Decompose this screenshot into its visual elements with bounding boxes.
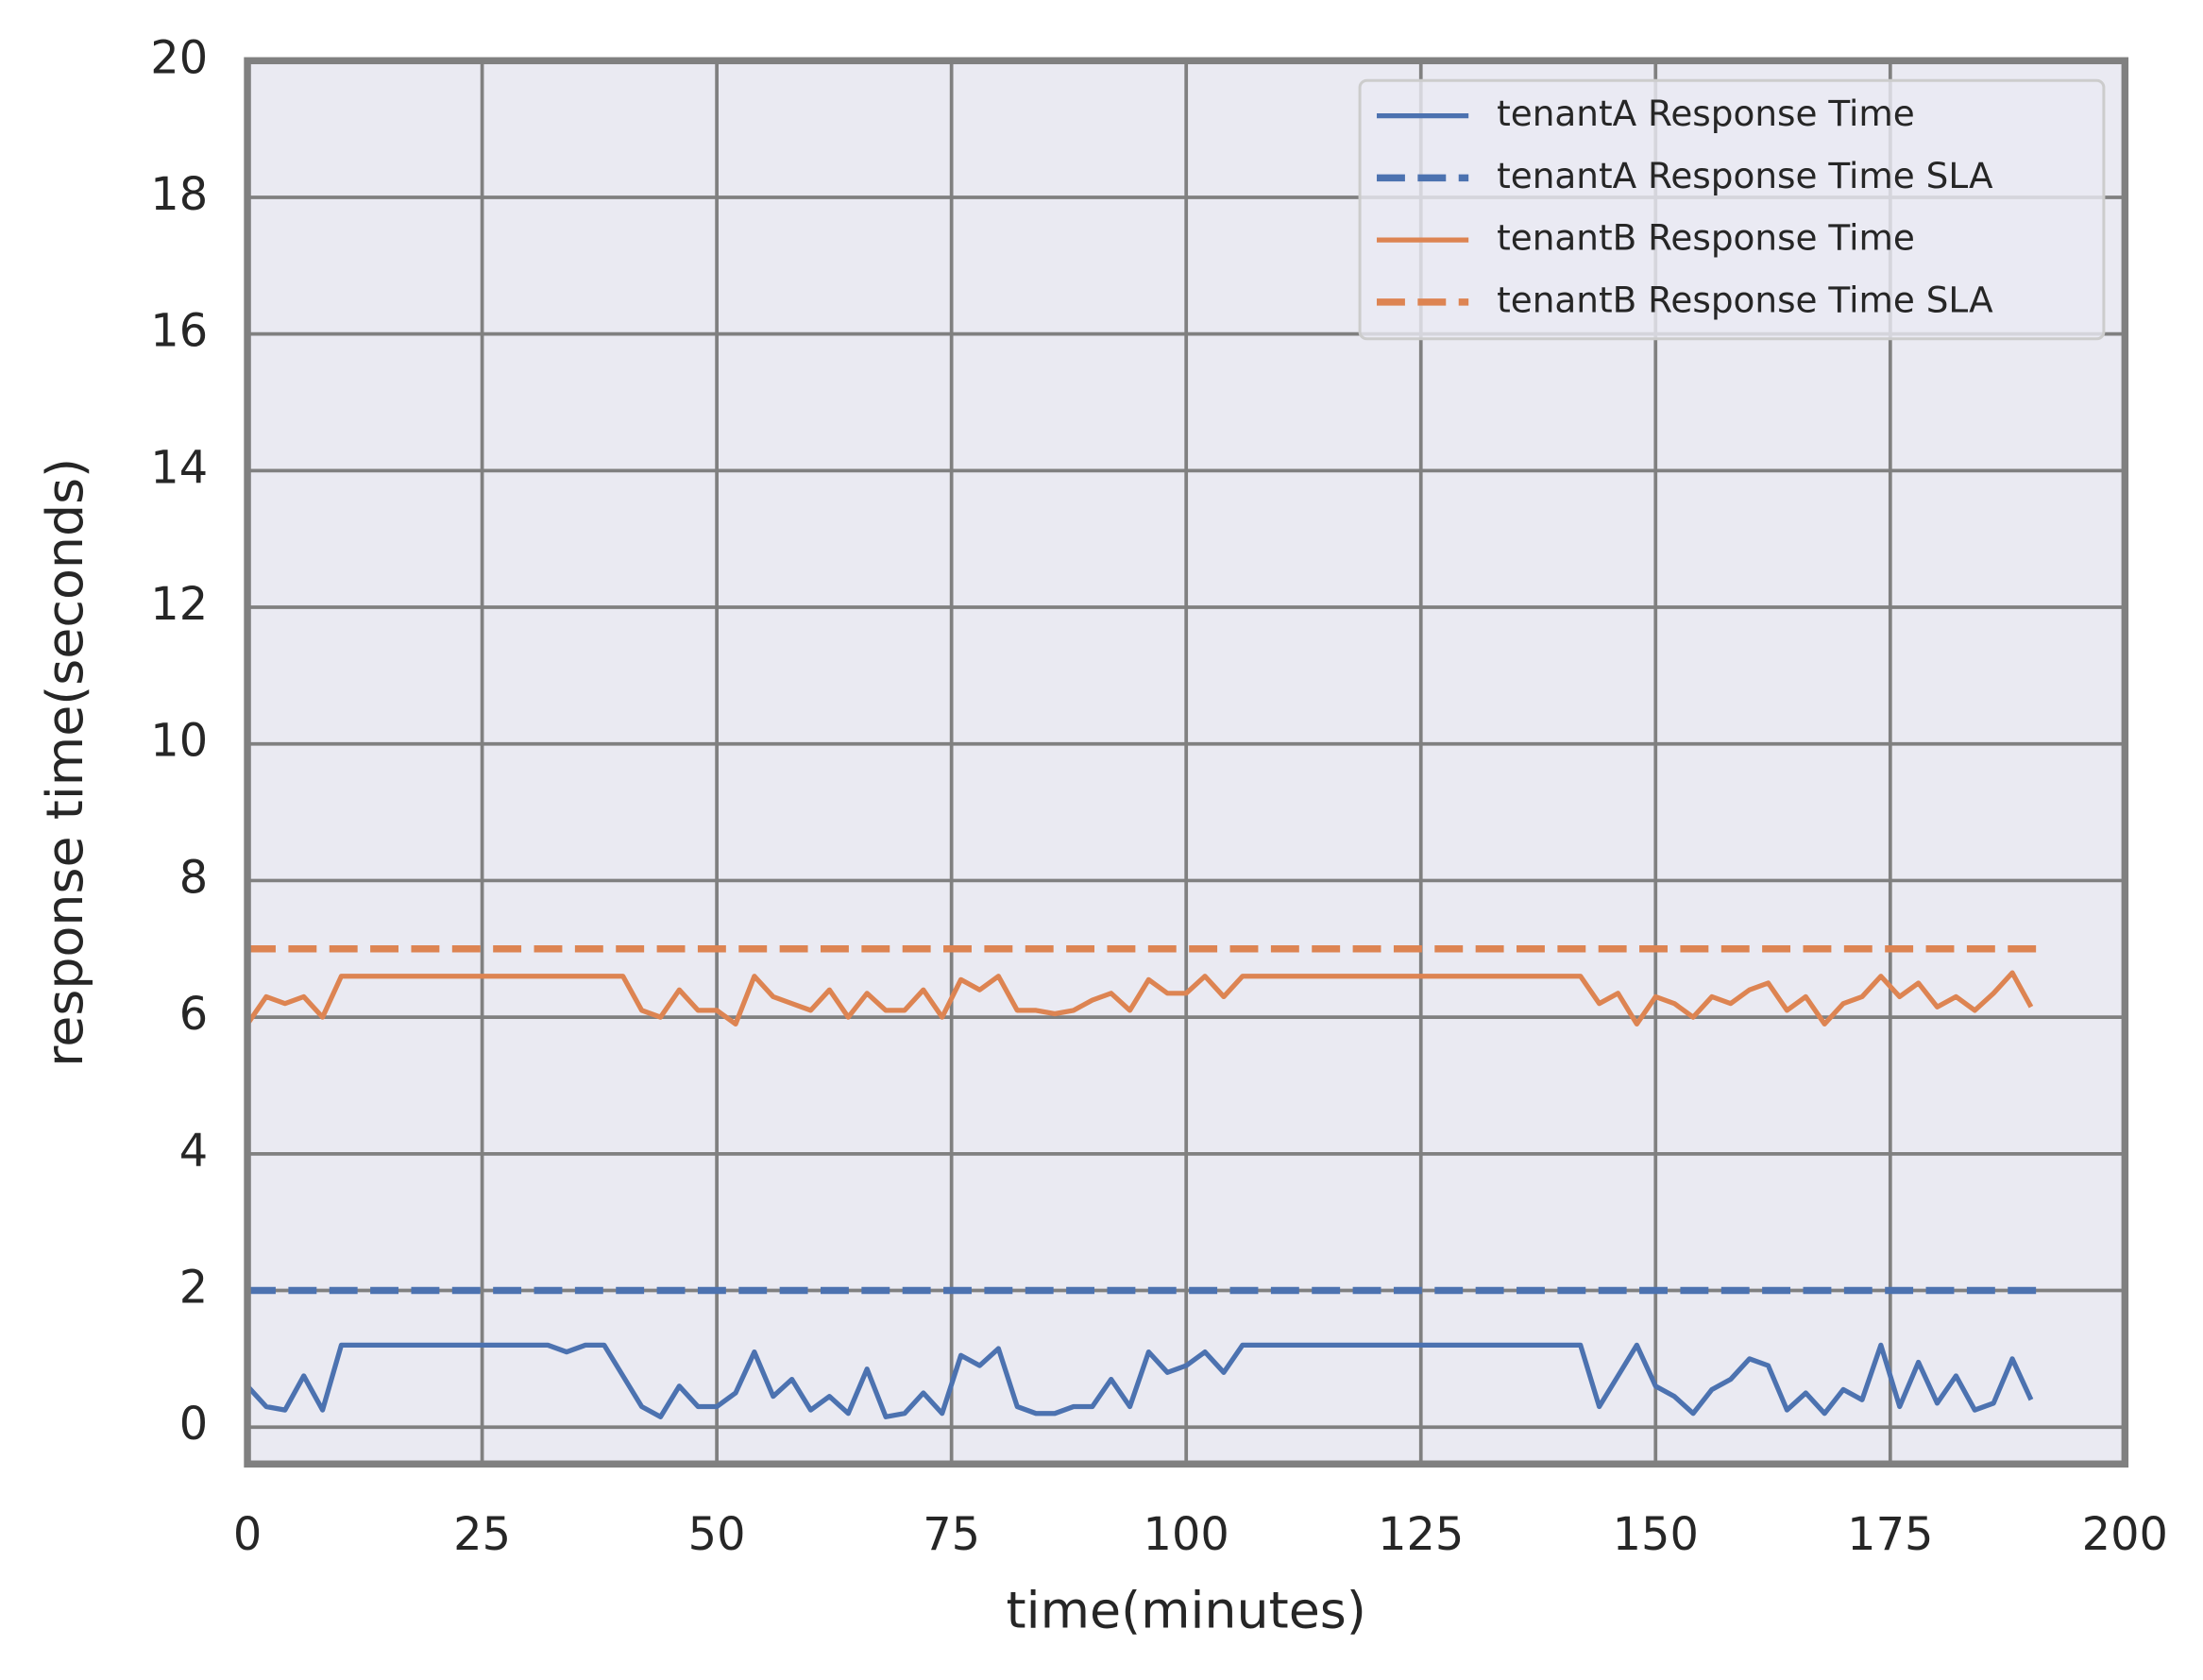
x-axis-label: time(minutes) [1007,1580,1366,1639]
y-tick-label: 8 [179,852,208,904]
x-tick-label: 125 [1378,1509,1464,1561]
legend-label: tenantB Response Time SLA [1497,279,1993,320]
y-tick-label: 2 [179,1263,208,1315]
x-tick-label: 50 [688,1509,746,1561]
series-line [246,1342,2034,1419]
y-tick-label: 0 [179,1399,208,1451]
y-tick-label: 18 [150,169,208,221]
x-tick-label: 200 [2082,1509,2168,1561]
y-tick-label: 4 [179,1126,208,1178]
x-tick-label: 25 [453,1509,511,1561]
y-tick-label: 14 [150,442,208,494]
legend-label: tenantA Response Time SLA [1497,155,1993,196]
lines [245,945,2041,1419]
x-tick-label: 0 [233,1509,262,1561]
y-tick-label: 10 [150,716,208,768]
x-tick-label: 75 [923,1509,980,1561]
x-tick-label: 175 [1847,1509,1933,1561]
frame [244,57,2129,1468]
y-tick-label: 6 [179,989,208,1041]
series-line [245,970,2034,1027]
y-tick-label: 12 [150,579,208,631]
y-tick-label: 16 [150,306,208,358]
legend: tenantA Response Time tenantA Response Ti… [1358,78,2106,341]
x-tick-label: 100 [1144,1509,1229,1561]
legend-box [1358,78,2106,341]
legend-label: tenantA Response Time [1497,93,1915,134]
x-tick-label: 150 [1613,1509,1699,1561]
y-tick-label: 20 [150,32,208,84]
y-axis-label: response time(seconds) [35,458,94,1067]
legend-label: tenantB Response Time [1497,217,1915,259]
